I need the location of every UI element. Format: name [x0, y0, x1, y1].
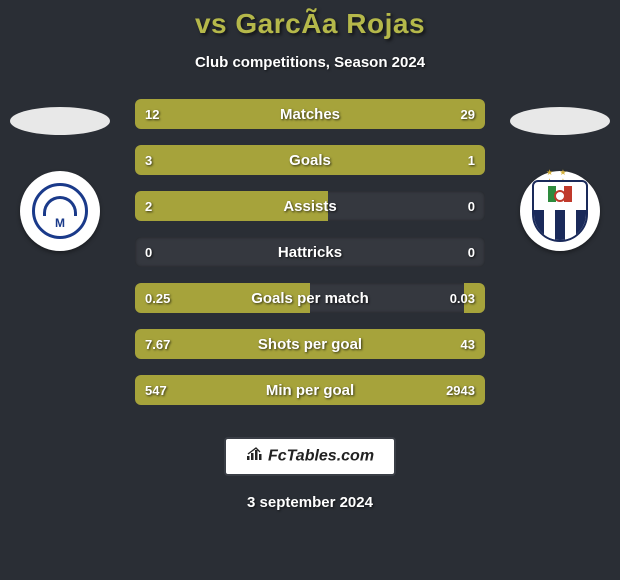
- player-photo-right-placeholder: [510, 107, 610, 135]
- stat-row: 00Hattricks: [135, 237, 485, 267]
- once-caldas-crest: [532, 180, 588, 242]
- stat-row: 7.6743Shots per goal: [135, 329, 485, 359]
- brand-text: FcTables.com: [268, 448, 374, 465]
- stat-label: Goals per match: [135, 283, 485, 313]
- stat-row: 0.250.03Goals per match: [135, 283, 485, 313]
- stat-label: Shots per goal: [135, 329, 485, 359]
- stat-label: Hattricks: [135, 237, 485, 267]
- stats-bars: 1229Matches 31Goals 20Assists 00Hattricks 0.…: [135, 99, 485, 421]
- stat-row: 20Assists: [135, 191, 485, 221]
- brand-logo[interactable]: FcTables.com: [224, 437, 396, 476]
- stat-label: Goals: [135, 145, 485, 175]
- header: vs GarcÃ­a Rojas Club competitions, Seas…: [0, 0, 620, 71]
- stat-row: 31Goals: [135, 145, 485, 175]
- stat-label: Matches: [135, 99, 485, 129]
- stat-label: Min per goal: [135, 375, 485, 405]
- date-label: 3 september 2024: [0, 494, 620, 511]
- chart-icon: [246, 447, 264, 466]
- stripes-icon: [534, 210, 586, 240]
- stat-row: 1229Matches: [135, 99, 485, 129]
- player-photo-left-placeholder: [10, 107, 110, 135]
- page-title: vs GarcÃ­a Rojas: [0, 8, 620, 40]
- millonarios-crest: M: [32, 183, 88, 239]
- stat-row: 5472943Min per goal: [135, 375, 485, 405]
- footer: FcTables.com 3 september 2024: [0, 437, 620, 511]
- stat-label: Assists: [135, 191, 485, 221]
- page-subtitle: Club competitions, Season 2024: [0, 54, 620, 71]
- comparison-panel: M ★ ★ ★ ★ 1229Match: [0, 99, 620, 429]
- club-badge-left: M: [20, 171, 100, 251]
- club-badge-right: ★ ★ ★ ★: [520, 171, 600, 251]
